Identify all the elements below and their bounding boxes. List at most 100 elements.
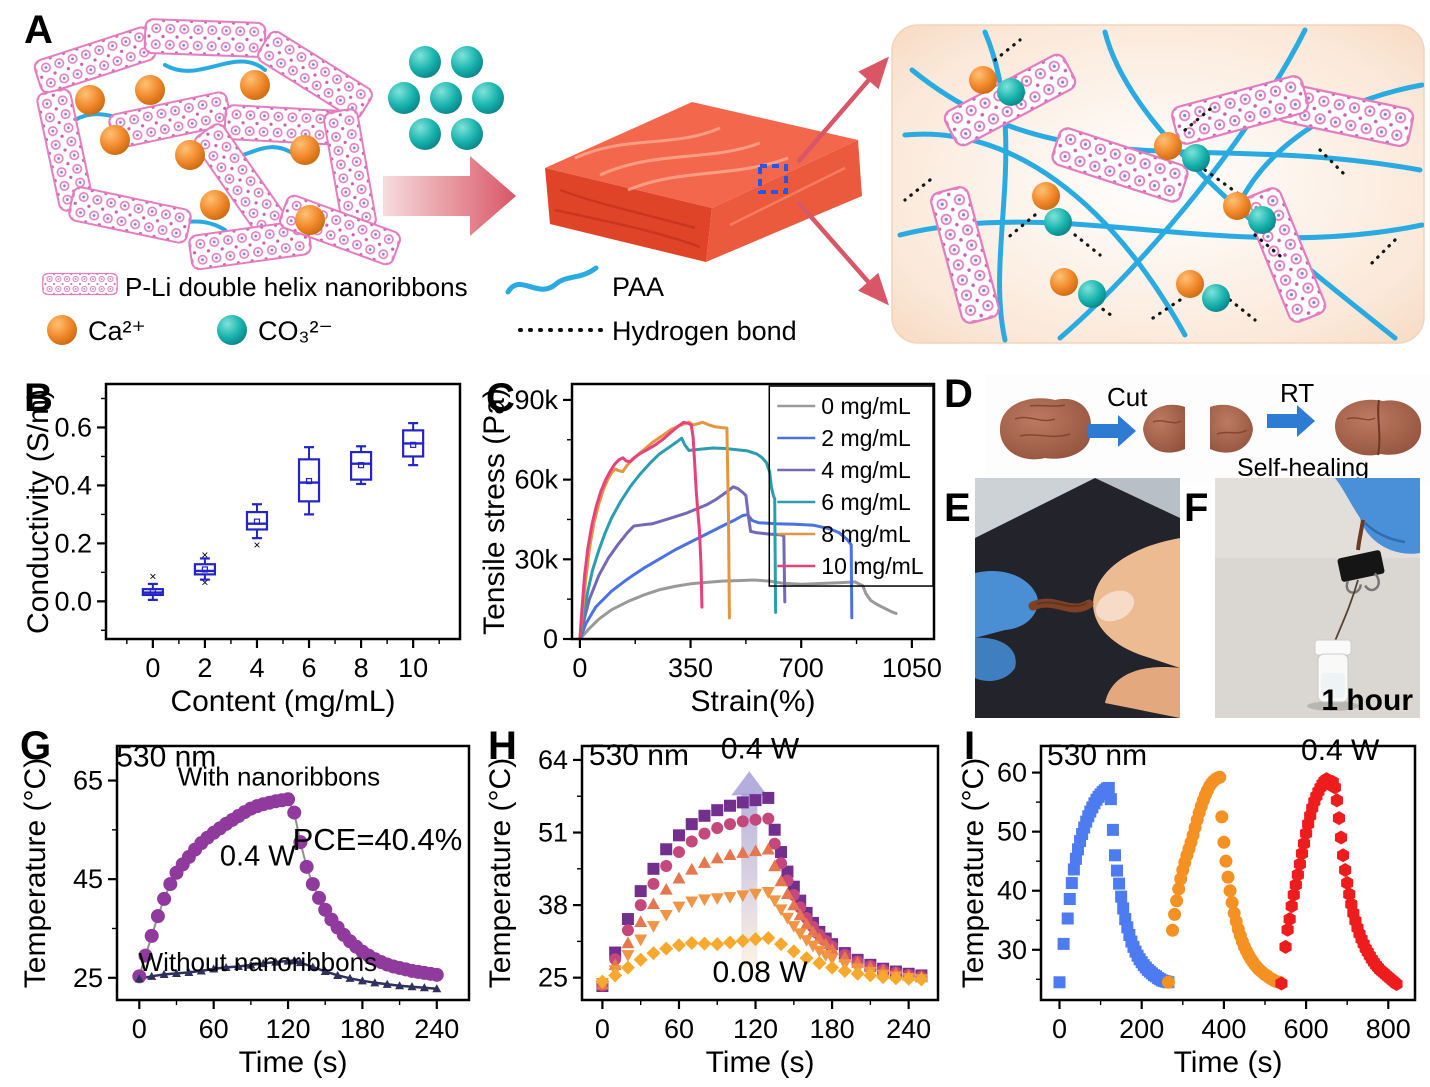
power-gradient-arrow [741,793,758,967]
calcium-legend-label: Ca²⁺ [88,316,146,346]
panel-f-photo: 1 hour [1215,478,1420,718]
svg-text:Temperature (°C): Temperature (°C) [19,758,52,988]
self-healing-label: Self-healing [1237,454,1369,482]
svg-text:×: × [201,575,208,589]
nanoribbon-legend-label: P-Li double helix nanoribbons [125,272,468,302]
gloved-hand-top [1335,478,1420,554]
network-ion-pairs [969,66,1276,312]
panel-e-photo [975,478,1180,718]
panel-g-letter: G [20,724,52,768]
panelH-svg: 0 60 120 180 240 25 38 51 64 Time (s) Temperature … [484,733,940,1079]
panel-h-letter: H [488,724,517,768]
panelI-svg: 0 200 400 600 800 30 40 50 60 Time (s) Temperature… [957,734,1417,1079]
panel-c-chart: 0 350 700 1050 0 30k 60k 90k Strain(%) Tensile st… [476,370,948,720]
svg-text:Strain(%): Strain(%) [690,685,815,718]
cut-arrow [1088,415,1136,447]
chart-annotation: Without nanoribbons [139,947,377,977]
svg-text:0: 0 [572,653,587,683]
svg-text:30k: 30k [514,544,558,574]
svg-text:8 mg/mL: 8 mg/mL [821,521,911,547]
nanoribbon-mixture-schematic [31,17,404,272]
hydrogel-slab [545,102,862,262]
svg-text:Temperature (°C): Temperature (°C) [484,758,517,988]
svg-text:700: 700 [779,653,824,683]
svg-text:60: 60 [664,1014,694,1044]
binder-clip [1337,550,1385,594]
panel-e-letter: E [944,486,971,530]
panel-a-illustration: P-Li double helix nanoribbons PAA Ca²⁺ C… [31,17,1425,346]
hydrogel-blob-whole [999,398,1091,460]
nanoribbon-swatch [42,272,118,296]
panel-a-letter: A [24,8,53,52]
svg-text:0: 0 [595,1014,610,1044]
svg-text:Temperature (°C): Temperature (°C) [957,758,990,988]
network-zoom-box [891,24,1425,344]
svg-text:2: 2 [197,653,212,683]
panel-h-chart: 0 60 120 180 240 25 38 51 64 Time (s) Temperature … [478,720,954,1087]
panelC-svg: 0 350 700 1050 0 30k 60k 90k Strain(%) Tensile st… [478,382,942,718]
svg-text:38: 38 [538,890,568,920]
hydrogel-half-left [1143,404,1185,453]
calcium-ions [75,70,325,235]
svg-text:400: 400 [1201,1014,1246,1044]
svg-text:0: 0 [132,1014,147,1044]
panelG-svg: 0 60 120 180 240 25 45 65 Time (s) Temperature (°… [19,740,471,1079]
zoom-arrows [796,56,889,306]
one-hour-caption: 1 hour [1321,684,1413,717]
panel-i-letter: I [964,724,976,768]
svg-text:6 mg/mL: 6 mg/mL [821,489,911,515]
svg-text:800: 800 [1366,1014,1411,1044]
svg-text:Tensile stress (Pa): Tensile stress (Pa) [478,388,511,635]
svg-text:120: 120 [266,1014,311,1044]
cut-label: Cut [1107,382,1148,412]
rt-arrow [1267,405,1315,437]
svg-text:10: 10 [398,653,428,683]
svg-text:40: 40 [997,876,1027,906]
svg-text:2 mg/mL: 2 mg/mL [821,425,911,451]
zoom-region-box [758,164,788,194]
svg-text:180: 180 [340,1014,385,1044]
svg-text:Time (s): Time (s) [1174,1046,1283,1079]
svg-text:0.6: 0.6 [54,412,92,442]
panel-a-legend: P-Li double helix nanoribbons PAA Ca²⁺ C… [42,265,797,346]
panel-b-letter: B [24,376,53,420]
hydrogen-bond-legend-label: Hydrogen bond [612,316,797,346]
rt-label: RT [1280,378,1314,408]
chart-annotation: 0.4 W [1301,734,1380,767]
svg-text:4 mg/mL: 4 mg/mL [821,457,911,483]
bare-fingers [1093,538,1180,718]
svg-text:350: 350 [668,653,713,683]
hydrogel-blob-healed [1335,399,1422,456]
svg-text:30: 30 [997,935,1027,965]
carbonate-cluster [388,46,504,150]
svg-text:Conductivity (S/m): Conductivity (S/m) [22,389,55,634]
svg-text:1050: 1050 [882,653,942,683]
svg-text:10 mg/mL: 10 mg/mL [821,553,923,579]
svg-text:0 mg/mL: 0 mg/mL [821,393,911,419]
legend-box [768,385,934,587]
calcium-swatch [47,315,77,345]
nanoribbons [31,17,404,272]
chart-annotation: PCE=40.4% [293,822,463,857]
svg-text:60k: 60k [514,465,558,495]
panelB-svg: × × × × 0 2 4 6 8 10 0.0 0.2 0.4 0.6 Content (mg/mL) Co… [22,382,462,718]
svg-text:65: 65 [73,766,103,796]
paa-legend-label: PAA [612,272,664,302]
svg-text:25: 25 [538,963,568,993]
svg-text:0.4: 0.4 [54,470,92,500]
svg-text:200: 200 [1119,1014,1164,1044]
svg-text:240: 240 [414,1014,459,1044]
svg-text:6: 6 [302,653,317,683]
panel-i-chart: 0 200 400 600 800 30 40 50 60 Time (s) Temperature… [955,720,1430,1087]
panel-f-letter: F [1184,486,1209,530]
chart-annotation: 0.4 W [721,733,800,766]
svg-text:51: 51 [538,818,568,848]
svg-text:0.0: 0.0 [54,586,92,616]
panel-g-chart: 0 60 120 180 240 25 45 65 Time (s) Temperature (°… [15,720,480,1087]
svg-text:0: 0 [543,624,558,654]
svg-text:120: 120 [733,1014,778,1044]
panel-b-chart: × × × × 0 2 4 6 8 10 0.0 0.2 0.4 0.6 Content (mg/mL) Co… [18,370,470,720]
svg-text:8: 8 [354,653,369,683]
svg-text:Content (mg/mL): Content (mg/mL) [170,685,395,718]
